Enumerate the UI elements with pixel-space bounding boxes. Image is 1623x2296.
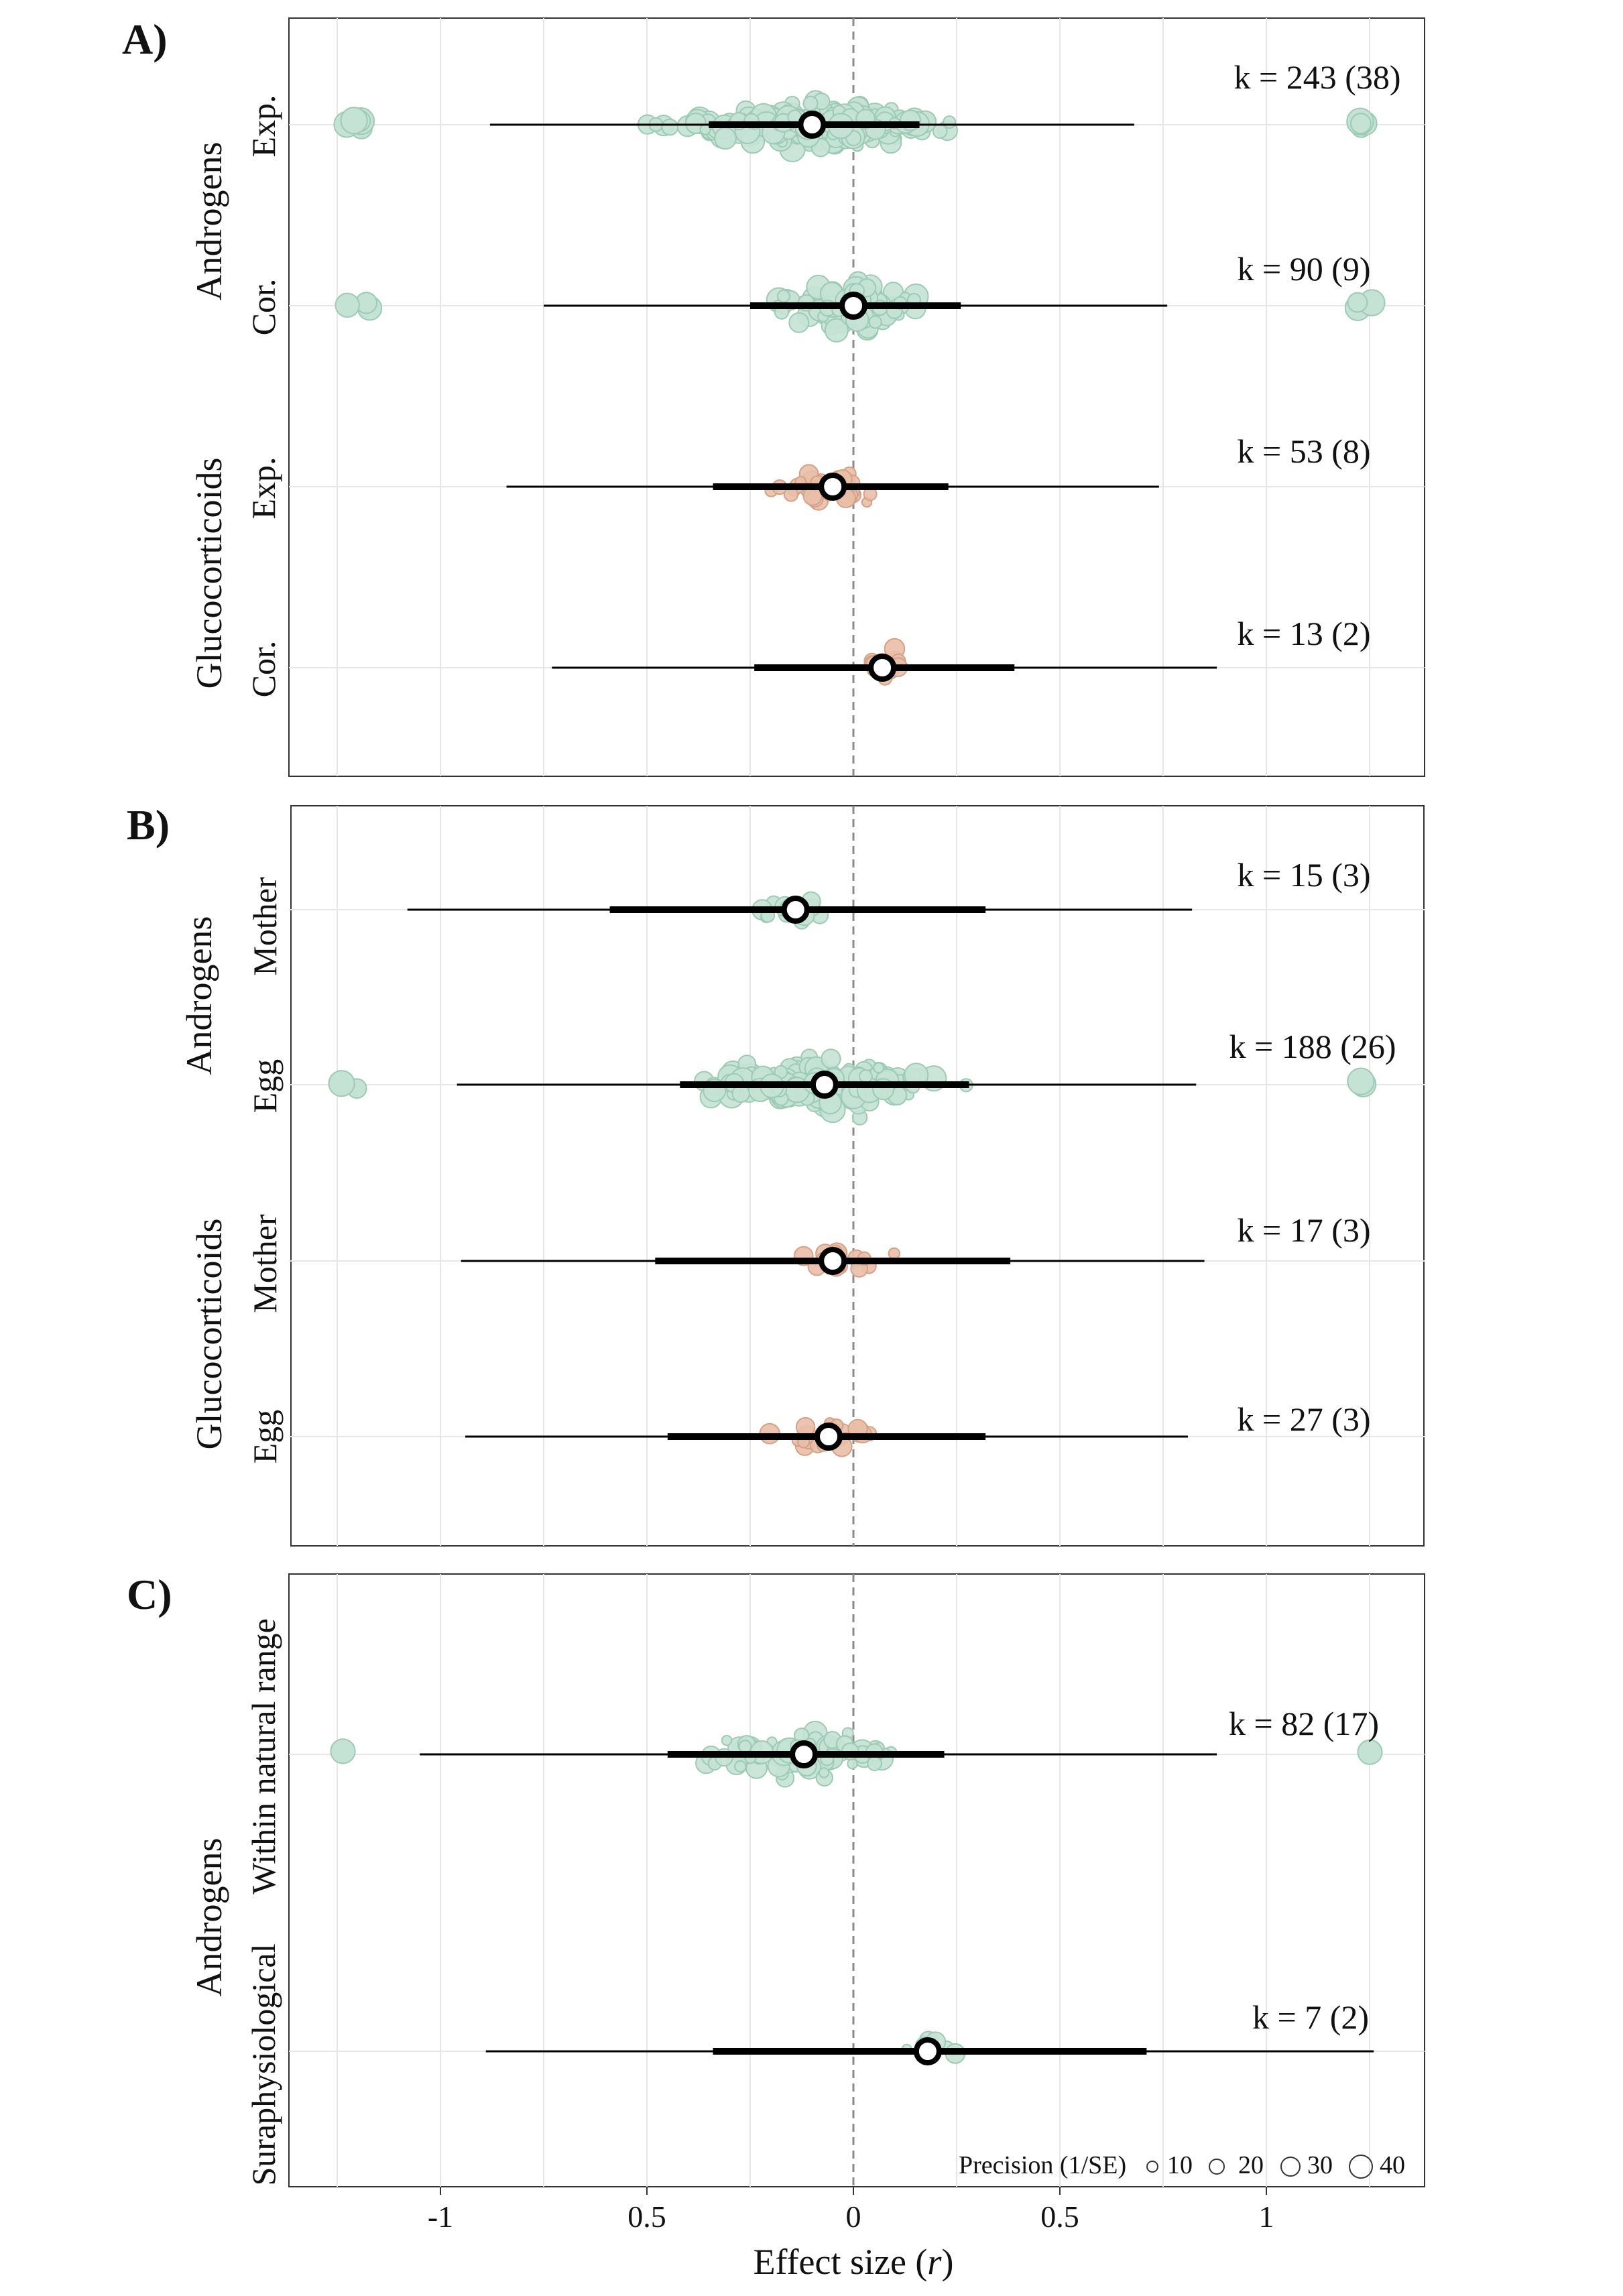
effect-size-point xyxy=(661,118,679,136)
panel-b-frame xyxy=(290,805,1425,1547)
mean-estimate-point xyxy=(790,1740,819,1768)
effect-size-point xyxy=(1347,292,1368,313)
group-label-b-glucocorticoids: Glucocorticoids xyxy=(189,1219,229,1450)
effect-size-point xyxy=(721,1735,733,1746)
legend-title: Precision (1/SE) xyxy=(959,2151,1126,2179)
precision-legend: Precision (1/SE) 10 20 30 40 xyxy=(959,2151,1405,2179)
panel-a-frame xyxy=(288,17,1425,777)
row-label-b-1: Mother xyxy=(246,877,284,976)
row-label-b-4: Egg xyxy=(246,1410,284,1464)
effect-size-point xyxy=(330,1738,356,1764)
row-label-a-3: Exp. xyxy=(245,457,282,519)
effect-size-point xyxy=(868,315,882,329)
row-label-a-1: Exp. xyxy=(245,95,282,157)
mean-estimate-point xyxy=(868,654,897,682)
effect-size-point xyxy=(776,289,790,303)
mean-estimate-point xyxy=(798,111,827,139)
interval-layer xyxy=(407,111,1374,2065)
group-label-c-androgens: Androgens xyxy=(189,1838,229,1997)
effect-size-point xyxy=(802,95,819,111)
mean-estimate-point xyxy=(815,1423,843,1451)
effect-size-point xyxy=(867,1756,882,1772)
panel-c-frame xyxy=(288,1573,1425,2187)
legend-circle-20 xyxy=(1209,2159,1225,2175)
effect-size-point xyxy=(714,127,737,150)
legend-circle-40 xyxy=(1349,2155,1373,2179)
legend-label-20: 20 xyxy=(1238,2151,1264,2179)
legend-circle-10 xyxy=(1146,2161,1158,2173)
k-label-b-4: k = 27 (3) xyxy=(1238,1400,1371,1438)
effect-size-point xyxy=(788,312,810,333)
k-label-c-1: k = 82 (17) xyxy=(1229,1705,1379,1742)
effect-size-point xyxy=(888,1247,901,1260)
panel-label-a: A) xyxy=(122,15,168,63)
effect-size-point xyxy=(824,318,849,343)
row-label-b-2: Egg xyxy=(246,1059,284,1113)
k-label-a-1: k = 243 (38) xyxy=(1234,58,1401,96)
effect-size-point xyxy=(734,1760,747,1773)
legend-circle-30 xyxy=(1280,2157,1301,2177)
x-tick-label: 1 xyxy=(1259,2199,1274,2234)
x-tick-label: 0 xyxy=(846,2199,861,2234)
row-label-b-3: Mother xyxy=(246,1214,284,1313)
mean-estimate-point xyxy=(839,292,867,320)
k-label-a-2: k = 90 (9) xyxy=(1238,250,1371,288)
legend-label-10: 10 xyxy=(1167,2151,1193,2179)
effect-size-point xyxy=(328,1070,355,1097)
x-tick-label: -1 xyxy=(428,2199,453,2234)
x-axis-label: Effect size (r) xyxy=(754,2242,954,2282)
effect-size-point xyxy=(873,1062,885,1074)
effect-size-point xyxy=(335,292,360,318)
mean-estimate-point xyxy=(810,1071,839,1099)
group-label-a-glucocorticoids: Glucocorticoids xyxy=(189,458,229,689)
x-tick-label: 0.5 xyxy=(1040,2199,1079,2234)
mean-estimate-point xyxy=(781,896,810,924)
effect-size-point xyxy=(1350,113,1372,135)
effect-size-point xyxy=(738,1740,752,1754)
effect-size-point xyxy=(699,123,711,135)
group-label-a-androgens: Androgens xyxy=(189,142,229,301)
effect-size-point xyxy=(1347,1067,1375,1095)
effect-size-point xyxy=(859,1069,873,1083)
legend-label-30: 30 xyxy=(1307,2151,1333,2179)
effect-size-point xyxy=(821,1048,841,1069)
effect-size-point xyxy=(1357,1739,1383,1765)
k-label-b-3: k = 17 (3) xyxy=(1238,1211,1371,1249)
effect-size-point xyxy=(340,107,368,135)
legend-label-40: 40 xyxy=(1380,2151,1405,2179)
row-label-a-4: Cor. xyxy=(245,641,282,698)
mean-estimate-point xyxy=(819,1247,847,1275)
panel-label-c: C) xyxy=(127,1571,172,1618)
x-axis-ticks: -1 0.5 0 0.5 1 xyxy=(428,2187,1274,2234)
group-label-b-androgens: Androgens xyxy=(179,916,219,1075)
row-label-c-1: Within natural range xyxy=(245,1618,282,1894)
mean-estimate-point xyxy=(913,2037,942,2065)
effect-size-point xyxy=(943,115,957,129)
mean-estimate-point xyxy=(819,473,847,501)
x-tick-label: 0.5 xyxy=(627,2199,666,2234)
k-label-c-2: k = 7 (2) xyxy=(1252,1998,1369,2036)
k-label-a-3: k = 53 (8) xyxy=(1238,432,1371,470)
effect-size-point xyxy=(818,1767,830,1778)
row-label-a-2: Cor. xyxy=(245,279,282,336)
k-label-a-4: k = 13 (2) xyxy=(1238,615,1371,652)
row-label-c-2: Suraphysiological xyxy=(245,1943,282,2185)
k-label-b-2: k = 188 (26) xyxy=(1229,1028,1396,1065)
k-label-b-1: k = 15 (3) xyxy=(1238,856,1371,894)
panel-label-b: B) xyxy=(127,801,170,849)
